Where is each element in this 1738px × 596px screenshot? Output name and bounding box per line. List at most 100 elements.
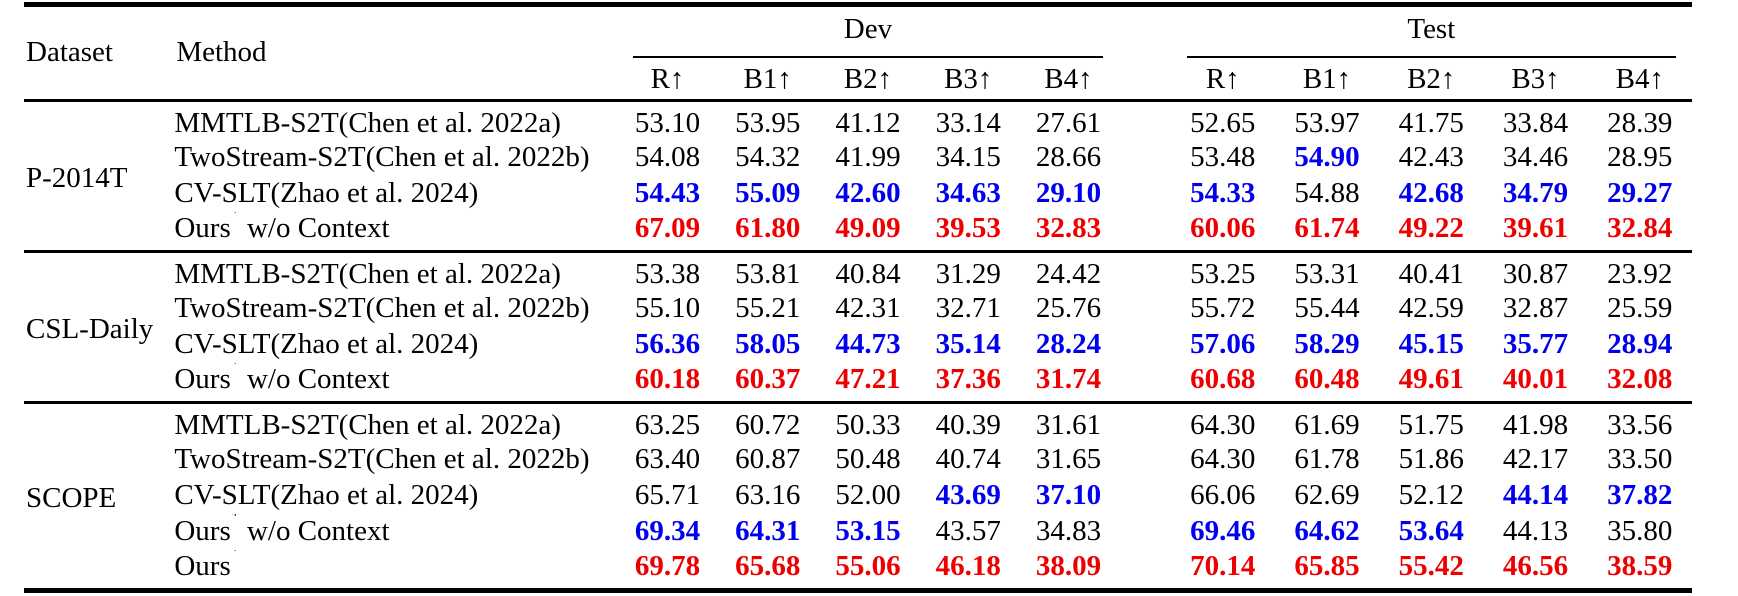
- method-label: MMTLB-S2T(Chen et al. 2022a): [174, 400, 618, 442]
- dev-score-b2: 49.09: [835, 211, 901, 244]
- test-score-b1: 64.62: [1294, 515, 1360, 547]
- dev-score-b2: 55.06: [835, 549, 901, 582]
- column-gap: [1119, 291, 1171, 327]
- dataset-label: SCOPE: [24, 400, 175, 590]
- test-score-b3: 35.77: [1502, 328, 1569, 360]
- result-row: TwoStream-S2T(Chen et al. 2022b) 54.08 54.…: [24, 140, 1692, 176]
- dev-group-label: Dev: [633, 7, 1103, 58]
- dev-metric-b3: B3↑: [944, 62, 993, 95]
- test-score-r: 69.46: [1190, 515, 1256, 547]
- dev-score-r: 63.40: [634, 443, 701, 475]
- result-row: Ours* 69.78 65.68 55.06 46.18 38.09 70.14 65.85…: [24, 550, 1692, 591]
- test-score-r: 55.72: [1190, 292, 1256, 324]
- dev-score-r: 69.78: [634, 549, 701, 582]
- column-gap: [1119, 140, 1171, 176]
- test-score-b4: 33.50: [1607, 443, 1673, 475]
- test-score-b3: 41.98: [1483, 400, 1588, 442]
- dev-metric-b4: B4↑: [1044, 62, 1093, 95]
- test-score-b1: 55.44: [1294, 292, 1360, 324]
- test-score-b4: 35.80: [1607, 515, 1673, 547]
- test-score-b2: 53.64: [1398, 515, 1464, 547]
- dev-score-r: 65.71: [634, 479, 701, 511]
- result-row: CV-SLT(Zhao et al. 2024) 56.36 58.05 44.73 3…: [24, 327, 1692, 363]
- dev-score-r: 53.38: [617, 249, 718, 291]
- dev-metric-r: R↑: [650, 62, 685, 95]
- dev-score-b2: 41.12: [817, 98, 919, 140]
- result-row: Ours* w/o Context 67.09 61.80 49.09 39.53 32.…: [24, 212, 1692, 252]
- test-score-b2: 42.59: [1398, 292, 1464, 324]
- test-score-b2: 55.42: [1398, 549, 1464, 582]
- test-score-b3: 32.87: [1502, 292, 1569, 324]
- dev-score-b3: 34.15: [935, 141, 1001, 173]
- header-row-metrics: R↑ B1↑ B2↑ B3↑ B4↑ R↑ B1↑ B2↑ B3↑ B4↑: [24, 58, 1692, 100]
- dev-score-b1: 58.05: [735, 328, 801, 360]
- dev-score-b2: 50.48: [835, 443, 901, 475]
- test-metric-b2: B2↑: [1407, 62, 1456, 95]
- result-row: TwoStream-S2T(Chen et al. 2022b) 63.40 60.…: [24, 442, 1692, 478]
- dev-score-r: 55.10: [634, 292, 701, 324]
- dev-score-b1: 53.95: [717, 98, 818, 140]
- dev-score-b3: 33.14: [918, 98, 1019, 140]
- table-header: Dataset Method Dev Test R↑ B1↑ B2↑ B3↑ B…: [24, 5, 1692, 100]
- dev-score-r: 67.09: [634, 211, 701, 244]
- dev-score-b1: 64.31: [735, 515, 801, 547]
- test-score-b4: 33.56: [1587, 400, 1692, 442]
- dev-score-b2: 52.00: [835, 479, 901, 511]
- test-score-b4: 29.27: [1607, 177, 1673, 209]
- dev-score-b2: 40.84: [817, 249, 919, 291]
- test-score-b1: 61.69: [1274, 400, 1380, 442]
- dev-score-b1: 60.87: [735, 443, 801, 475]
- test-metric-b3: B3↑: [1511, 62, 1560, 95]
- dev-score-b4: 24.42: [1018, 249, 1119, 291]
- method-label: CV-SLT(Zhao et al. 2024): [174, 328, 479, 360]
- dev-score-b4: 31.74: [1035, 362, 1102, 395]
- dev-score-b4: 31.65: [1035, 443, 1102, 475]
- test-metric-b4: B4↑: [1615, 62, 1664, 95]
- dev-score-r: 54.08: [634, 141, 701, 173]
- dev-score-b2: 42.31: [835, 292, 901, 324]
- dev-score-b4: 32.83: [1035, 211, 1102, 244]
- result-row: P-2014T MMTLB-S2T(Chen et al. 2022a) 53.10…: [24, 98, 1692, 251]
- dev-score-b3: 43.57: [935, 515, 1001, 547]
- test-score-r: 66.06: [1190, 479, 1256, 511]
- column-gap: [1119, 363, 1171, 403]
- dev-score-b1: 55.21: [735, 292, 801, 324]
- test-score-r: 70.14: [1190, 549, 1256, 582]
- dev-score-b3: 31.29: [918, 249, 1019, 291]
- method-label: Ours* w/o Context: [174, 211, 390, 244]
- dataset-label: P-2014T: [24, 98, 175, 251]
- test-score-b4: 25.59: [1607, 292, 1673, 324]
- results-table: Dataset Method Dev Test R↑ B1↑ B2↑ B3↑ B…: [24, 2, 1692, 593]
- dev-score-r: 56.36: [634, 328, 701, 360]
- results-body: P-2014T MMTLB-S2T(Chen et al. 2022a) 53.10…: [24, 98, 1692, 591]
- test-score-b2: 52.12: [1398, 479, 1464, 511]
- dev-score-r: 60.18: [634, 362, 701, 395]
- dev-metric-b2: B2↑: [843, 62, 893, 95]
- test-score-b2: 40.41: [1379, 249, 1484, 291]
- method-label: TwoStream-S2T(Chen et al. 2022b): [174, 292, 590, 324]
- test-score-b1: 60.48: [1294, 362, 1360, 395]
- dev-score-b1: 63.16: [735, 479, 801, 511]
- test-score-b3: 30.87: [1483, 249, 1588, 291]
- test-score-r: 60.68: [1190, 362, 1256, 395]
- dev-score-b3: 32.71: [935, 292, 1001, 324]
- column-gap: [1119, 478, 1171, 514]
- dev-score-b1: 53.81: [717, 249, 818, 291]
- column-gap: [1119, 514, 1171, 550]
- column-gap: [1119, 442, 1171, 478]
- dev-score-b1: 60.72: [717, 400, 818, 442]
- dev-score-b4: 37.10: [1035, 479, 1102, 511]
- dev-score-b4: 38.09: [1035, 549, 1102, 582]
- dev-score-r: 54.43: [634, 177, 701, 209]
- test-score-b1: 61.74: [1294, 211, 1360, 244]
- dev-score-b2: 41.99: [835, 141, 901, 173]
- dev-score-b4: 27.61: [1018, 98, 1119, 140]
- test-score-b2: 49.22: [1398, 211, 1464, 244]
- dev-score-b4: 31.61: [1018, 400, 1119, 442]
- test-group-label: Test: [1186, 7, 1676, 58]
- dev-score-b3: 40.74: [935, 443, 1001, 475]
- result-row: CV-SLT(Zhao et al. 2024) 54.43 55.09 42.60 3…: [24, 176, 1692, 212]
- dev-score-b1: 54.32: [735, 141, 801, 173]
- test-score-b4: 28.39: [1587, 98, 1692, 140]
- column-gap: [1118, 249, 1171, 291]
